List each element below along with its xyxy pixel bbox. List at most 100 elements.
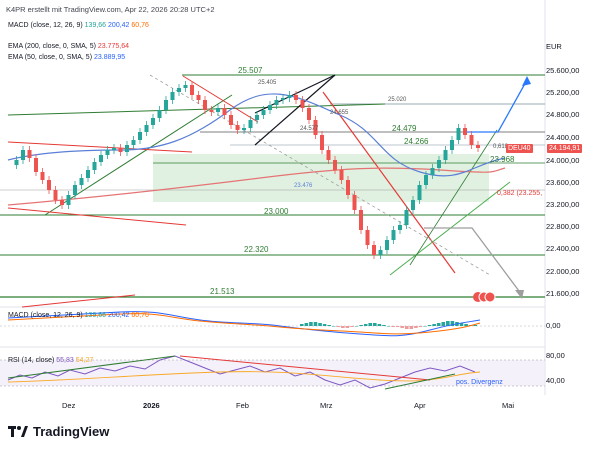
candle-body (307, 108, 311, 120)
candle-body (92, 162, 97, 170)
x-label-dez: Dez (62, 401, 76, 410)
candle-body (242, 128, 246, 130)
candle-body (320, 135, 324, 150)
candle-body (73, 185, 77, 195)
candle-body (229, 115, 233, 125)
candle-body (170, 92, 175, 100)
axis-currency: EUR (546, 42, 562, 51)
candle-body (313, 120, 318, 135)
candle-body (105, 150, 110, 155)
candle-body (274, 100, 279, 105)
legend-rsi-pane-label: RSI (14, close) (8, 357, 55, 364)
price-tick: 24.800,00 (546, 110, 580, 119)
legend-macd-pane[interactable]: MACD (close, 12, 26, 9) 139,66 200,42 60… (8, 312, 149, 319)
label-25507: 25.507 (238, 66, 263, 75)
label-21513: 21.513 (210, 287, 235, 296)
price-tick: 22.800,00 (546, 222, 580, 231)
legend-ema50-value: 23.889,95 (93, 54, 126, 61)
candle-body (209, 110, 214, 112)
candle-body (261, 110, 266, 115)
projection-arrow-up-head (522, 76, 531, 86)
legend-rsi-pane[interactable]: RSI (14, close) 55,83 54,27 (8, 357, 93, 364)
macd-bar (382, 325, 386, 326)
x-label-apr: Apr (414, 401, 426, 410)
legend-ema50[interactable]: EMA (50, close, 0, SMA, 5) 23.889,95 (8, 54, 125, 61)
candle-body (281, 98, 285, 100)
candle-body (359, 210, 363, 230)
macd-bar (395, 326, 400, 327)
candle-body (352, 195, 357, 210)
candle-body (404, 210, 409, 225)
candle-body (385, 240, 389, 250)
candle-body (79, 178, 84, 185)
macd-bar (386, 326, 391, 327)
candle-body (222, 108, 227, 115)
candle-body (235, 125, 240, 130)
candle-body (86, 170, 90, 178)
candle-body (326, 150, 331, 160)
macd-bar (327, 325, 331, 326)
price-tick: 23.200,00 (546, 200, 580, 209)
macd-bar (418, 326, 423, 327)
label-24577: 24.577 (300, 126, 319, 132)
candle-body (14, 160, 19, 165)
x-label-feb: Feb (236, 401, 249, 410)
candle-body (294, 95, 298, 100)
channel-green-line-2 (409, 129, 498, 266)
legend-macd-v2: 200,42 (108, 22, 130, 29)
rsi-trend-green (7, 355, 176, 379)
candle-body (255, 115, 259, 120)
price-tick: 22.400,00 (546, 244, 580, 253)
macd-bar (432, 324, 436, 326)
label-25020: 25.020 (388, 97, 407, 103)
candle-body (287, 95, 292, 98)
candle-body (27, 150, 32, 158)
label-25405: 25.405 (258, 80, 277, 86)
macd-bar (450, 321, 455, 326)
candle-body (34, 158, 38, 172)
candle-body (248, 120, 253, 128)
label-24655: 24.655 (330, 110, 349, 116)
candle-body (183, 85, 188, 88)
macd-bar (391, 326, 395, 327)
alert-icons[interactable] (473, 291, 496, 303)
candle-body (138, 132, 142, 140)
macd-bar (350, 326, 354, 327)
candle-body (99, 155, 103, 162)
macd-bar (336, 326, 341, 327)
legend-ema200-label: EMA (200, close, 0, SMA, 5) (8, 43, 96, 50)
legend-macd-v3: 60,76 (131, 22, 149, 29)
candle-body (463, 128, 467, 135)
macd-bar (354, 326, 359, 327)
chart-credit: K4PR erstellt mit TradingView.com, Apr 2… (6, 5, 215, 14)
macd-bar (441, 322, 446, 326)
candle-body (391, 230, 396, 240)
trendline-green-upper (7, 103, 386, 116)
tradingview-branding[interactable]: TradingView (8, 424, 109, 439)
label-23968: 23.968 (490, 155, 515, 164)
price-axis[interactable]: EUR 25.600,00 25.200,00 24.800,00 24.400… (546, 0, 594, 395)
candle-body (144, 125, 149, 132)
macd-bar (345, 326, 350, 328)
candle-body (125, 145, 129, 152)
price-tick: 23.600,00 (546, 178, 580, 187)
tradingview-logo-icon (8, 425, 28, 437)
last-price-tag: 24.194,91 (547, 144, 583, 153)
candle-body (151, 118, 155, 125)
candle-body (53, 190, 58, 200)
legend-ema200[interactable]: EMA (200, close, 0, SMA, 5) 23.775,64 (8, 43, 129, 50)
candle-body (157, 110, 162, 118)
legend-rsi-pane-v1: 55,83 (56, 357, 74, 364)
candle-body (456, 128, 461, 140)
candle-body (112, 148, 116, 150)
candle-body (346, 180, 350, 195)
macd-bar (473, 325, 477, 326)
label-pos-divergenz: pos. Divergenz (456, 379, 503, 386)
rsi-ma-line (7, 371, 481, 383)
macd-bar (414, 326, 418, 328)
candle-body (333, 160, 337, 170)
candle-body (411, 200, 415, 210)
legend-macd[interactable]: MACD (close, 12, 26, 9) 139,66 200,42 60… (8, 22, 149, 29)
candle-body (118, 148, 123, 152)
